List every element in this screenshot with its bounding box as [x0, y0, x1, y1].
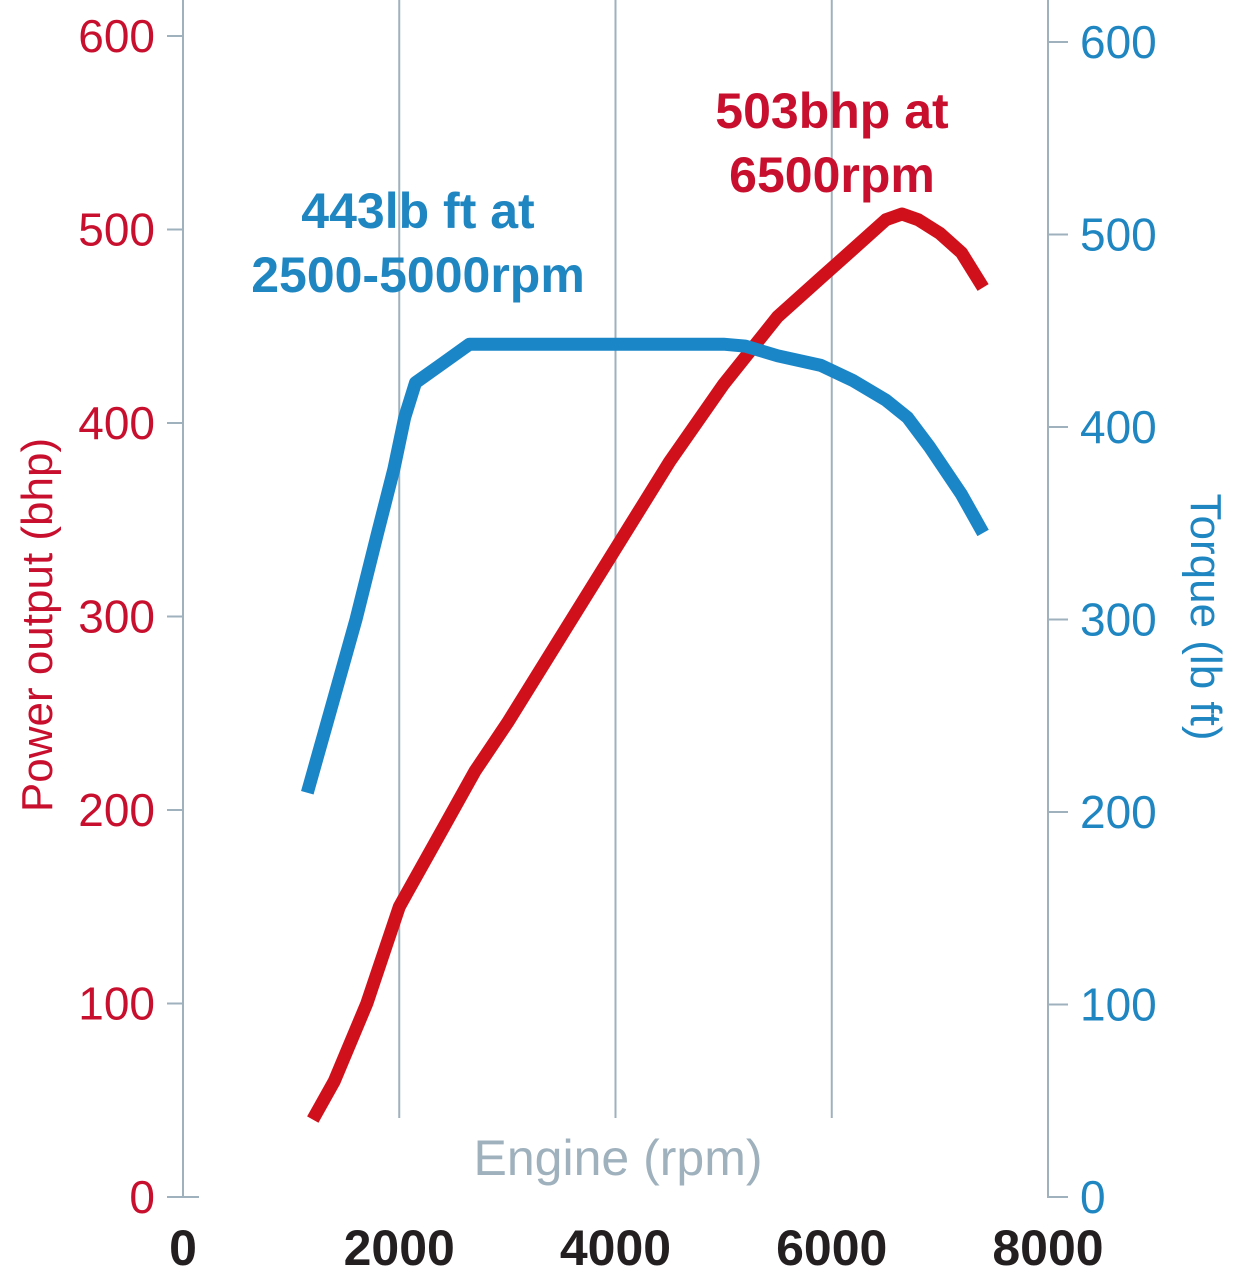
y-left-tick-label-500: 500: [78, 204, 155, 256]
torque-annotation-line-1: 443lb ft at: [301, 183, 535, 239]
y-left-tick-label-400: 400: [78, 397, 155, 449]
power-series-line: [307, 207, 989, 1123]
torque-annotation-line-2: 2500-5000rpm: [251, 247, 585, 303]
y-right-tick-label-500: 500: [1080, 209, 1157, 261]
y-right-axis-line: [1047, 0, 1068, 1198]
y-right-tick-label-100: 100: [1080, 979, 1157, 1031]
x-tick-label-4000: 4000: [560, 1220, 671, 1276]
x-tick-label-8000: 8000: [992, 1220, 1103, 1276]
x-tick-label-0: 0: [169, 1220, 197, 1276]
series-layer: [301, 207, 989, 1123]
torque-series-line: [301, 337, 989, 795]
y-left-tick-label-100: 100: [78, 978, 155, 1030]
y-left-tick-label-300: 300: [78, 591, 155, 643]
x-tick-label-2000: 2000: [344, 1220, 455, 1276]
y-right-tick-label-200: 200: [1080, 786, 1157, 838]
axes-layer: [167, 0, 1068, 1198]
y-right-tick-label-400: 400: [1080, 401, 1157, 453]
y-right-tick-label-0: 0: [1080, 1171, 1106, 1223]
x-tick-label-6000: 6000: [776, 1220, 887, 1276]
y-left-tick-label-0: 0: [129, 1171, 155, 1223]
y-left-axis-title: Power output (bhp): [13, 438, 62, 812]
power-annotation-line-2: 6500rpm: [729, 147, 935, 203]
y-left-tick-label-600: 600: [78, 10, 155, 62]
power-annotation-line-1: 503bhp at: [715, 83, 949, 139]
y-right-axis-title: Torque (lb ft): [1181, 494, 1230, 741]
y-left-axis-line: [182, 0, 199, 1198]
y-right-tick-label-600: 600: [1080, 16, 1157, 68]
y-right-tick-label-300: 300: [1080, 594, 1157, 646]
y-left-tick-label-200: 200: [78, 784, 155, 836]
x-axis-title: Engine (rpm): [474, 1130, 763, 1186]
